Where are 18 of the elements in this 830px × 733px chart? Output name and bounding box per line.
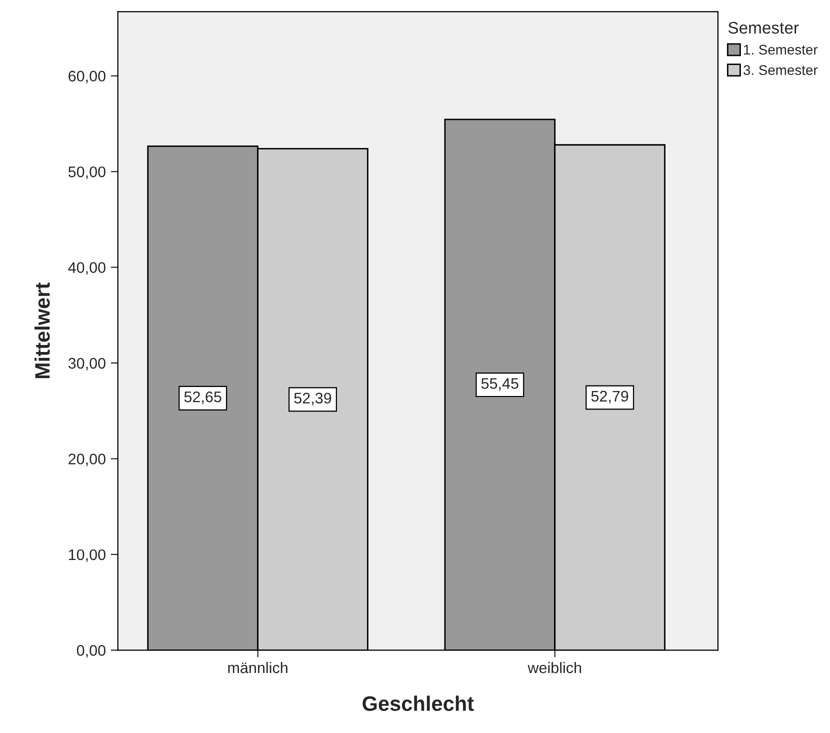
data-label: 52,79 xyxy=(591,390,628,404)
y-tick-label: 60,00 xyxy=(68,70,106,84)
data-label: 55,45 xyxy=(481,378,518,391)
y-tick-label: 50,00 xyxy=(68,166,106,180)
x-tick-label: weiblich xyxy=(528,662,582,674)
legend-title: Semester xyxy=(728,22,799,34)
y-tick-label: 40,00 xyxy=(68,262,106,275)
y-tick-label: 20,00 xyxy=(68,454,106,466)
data-label: 52,39 xyxy=(294,392,332,406)
y-axis-title: Mittelwert xyxy=(34,282,50,378)
data-label: 52,65 xyxy=(184,391,222,404)
y-tick-label: 30,00 xyxy=(68,358,106,371)
y-tick-label: 0,00 xyxy=(76,645,106,658)
legend-label: 1. Semester xyxy=(744,44,818,55)
x-tick-label: männlich xyxy=(228,662,288,674)
legend-label: 3. Semester xyxy=(743,65,818,76)
x-axis-title: Geschlecht xyxy=(362,696,474,711)
y-tick-label: 10,00 xyxy=(68,549,106,562)
